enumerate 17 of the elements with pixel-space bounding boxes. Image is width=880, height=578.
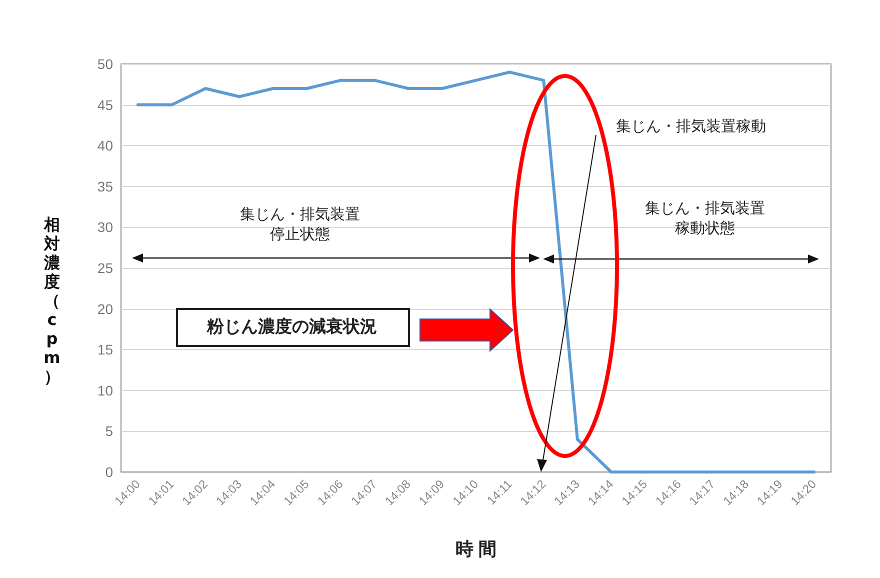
y-tick-label: 45: [97, 96, 114, 113]
y-tick-label: 40: [97, 138, 114, 154]
y-tick-label: 0: [105, 464, 114, 480]
y-tick-label: 15: [97, 342, 114, 358]
annotation: 集じん・排気装置稼動: [616, 116, 767, 136]
text: 相対濃度（cpm）: [44, 215, 60, 386]
annotation: 集じん・排気装置稼動状態: [644, 198, 766, 238]
y-tick-label: 35: [97, 178, 114, 194]
y-tick-label: 25: [97, 260, 114, 276]
annotation: 集じん・排気装置停止状態: [239, 204, 361, 244]
y-tick-label: 10: [97, 382, 114, 398]
y-tick-label: 50: [97, 56, 114, 72]
y-tick-label: 20: [97, 300, 114, 317]
y-tick-label: 5: [105, 423, 114, 440]
line-series: [136, 70, 816, 474]
y-tick-label: 30: [97, 219, 114, 236]
x-axis-title: 時 間: [455, 539, 497, 559]
